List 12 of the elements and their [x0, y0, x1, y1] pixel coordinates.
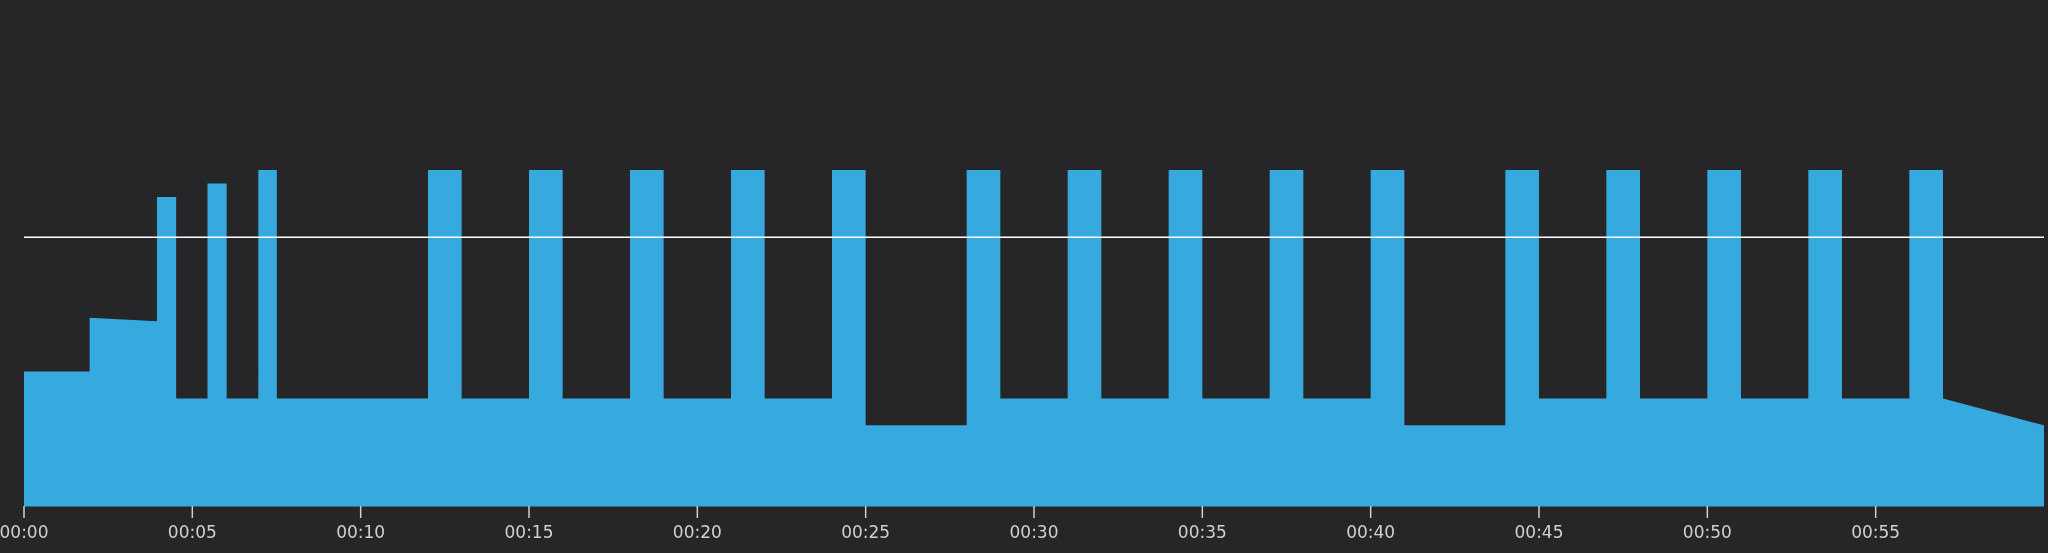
x-tick-label: 00:55 — [1851, 522, 1901, 542]
x-tick-label: 00:05 — [167, 522, 217, 542]
x-tick-label: 00:00 — [0, 522, 49, 542]
x-tick-label: 00:15 — [504, 522, 554, 542]
x-tick-label: 00:40 — [1346, 522, 1396, 542]
x-tick-label: 00:45 — [1514, 522, 1564, 542]
x-tick-label: 00:35 — [1177, 522, 1227, 542]
x-tick-label: 00:20 — [672, 522, 722, 542]
x-tick-label: 00:10 — [336, 522, 386, 542]
x-tick-label: 00:25 — [841, 522, 891, 542]
x-tick-label: 00:50 — [1682, 522, 1732, 542]
x-tick-label: 00:30 — [1009, 522, 1059, 542]
